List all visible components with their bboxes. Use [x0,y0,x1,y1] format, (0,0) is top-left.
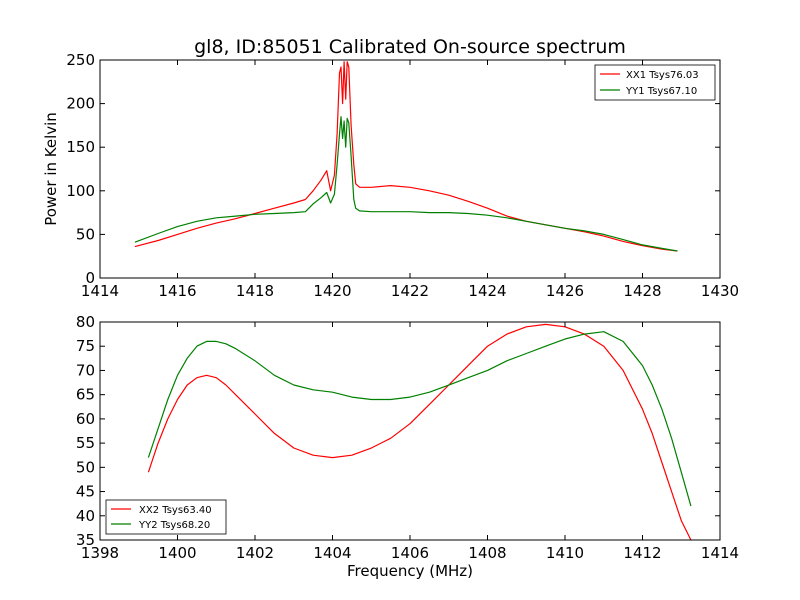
legend-label-xx2: XX2 Tsys63.40 [139,505,212,516]
bottom-x-tick-label: 1400 [158,544,196,562]
top-axes-ticks: 1414 1416 1418 1420 1422 1424 1426 1428 1430 0 50 1… [66,51,739,300]
legend-label-xx1: XX1 Tsys76.03 [626,70,699,81]
top-x-tick-label: 1416 [158,282,196,300]
top-y-tick-label: 150 [66,138,95,156]
bottom-y-tick-label: 65 [76,386,95,404]
top-x-tick-label: 1426 [546,282,584,300]
bottom-series-line-yy [147,331,692,507]
bottom-y-tick-label: 60 [76,410,95,428]
top-axes-frame [99,59,721,279]
top-y-tick-label: 250 [66,51,95,69]
top-chart-panel: 1414 1416 1418 1420 1422 1424 1426 1428 1430 0 50 1… [42,51,739,300]
bottom-legend-box [105,499,227,535]
bottom-y-tick-label: 70 [76,361,95,379]
bottom-x-tick-label: 1402 [236,544,274,562]
figure-title: gl8, ID:85051 Calibrated On-source spect… [194,36,626,58]
bottom-x-tick-label: 1414 [701,544,739,562]
bottom-x-tick-label: 1410 [546,544,584,562]
top-y-axis-label: Power in Kelvin [42,112,60,226]
top-x-tick-label: 1430 [701,282,739,300]
top-legend: XX1 Tsys76.03 YY1 Tsys67.10 [594,64,716,101]
top-x-tick-label: 1422 [391,282,429,300]
bottom-x-tick-label: 1412 [623,544,661,562]
bottom-y-tick-label: 40 [76,507,95,525]
bottom-x-tick-label: 1398 [81,544,119,562]
bottom-y-tick-label: 55 [76,434,95,452]
top-x-tick-label: 1424 [468,282,506,300]
top-y-tick-label: 100 [66,182,95,200]
top-y-tick-label: 0 [85,269,95,287]
bottom-x-tick-label: 1404 [313,544,351,562]
bottom-x-tick-label: 1406 [391,544,429,562]
top-y-tick-label: 50 [76,225,95,243]
top-x-tick-label: 1428 [623,282,661,300]
top-x-tick-label: 1414 [81,282,119,300]
bottom-axes-frame [99,321,721,541]
bottom-x-axis-label: Frequency (MHz) [347,562,473,580]
bottom-series-line-xx [147,323,692,540]
bottom-y-tick-label: 35 [76,531,95,549]
legend-label-yy2: YY2 Tsys68.20 [138,520,210,531]
bottom-y-tick-label: 80 [76,313,95,331]
legend-label-yy1: YY1 Tsys67.10 [625,86,697,97]
top-series-layer [134,61,678,252]
top-legend-box [594,64,716,101]
top-x-tick-label: 1420 [313,282,351,300]
top-y-tick-label: 200 [66,95,95,113]
bottom-y-tick-label: 75 [76,337,95,355]
bottom-y-tick-label: 50 [76,458,95,476]
bottom-x-tick-label: 1408 [468,544,506,562]
bottom-legend: XX2 Tsys63.40 YY2 Tsys68.20 [105,499,227,535]
bottom-series-layer [147,323,692,540]
bottom-y-tick-label: 45 [76,483,95,501]
bottom-chart-panel: 1398 1400 1402 1404 1406 1408 1410 1412 1414 35 40… [76,313,739,580]
top-series-line-yy [134,116,678,252]
top-x-tick-label: 1418 [236,282,274,300]
